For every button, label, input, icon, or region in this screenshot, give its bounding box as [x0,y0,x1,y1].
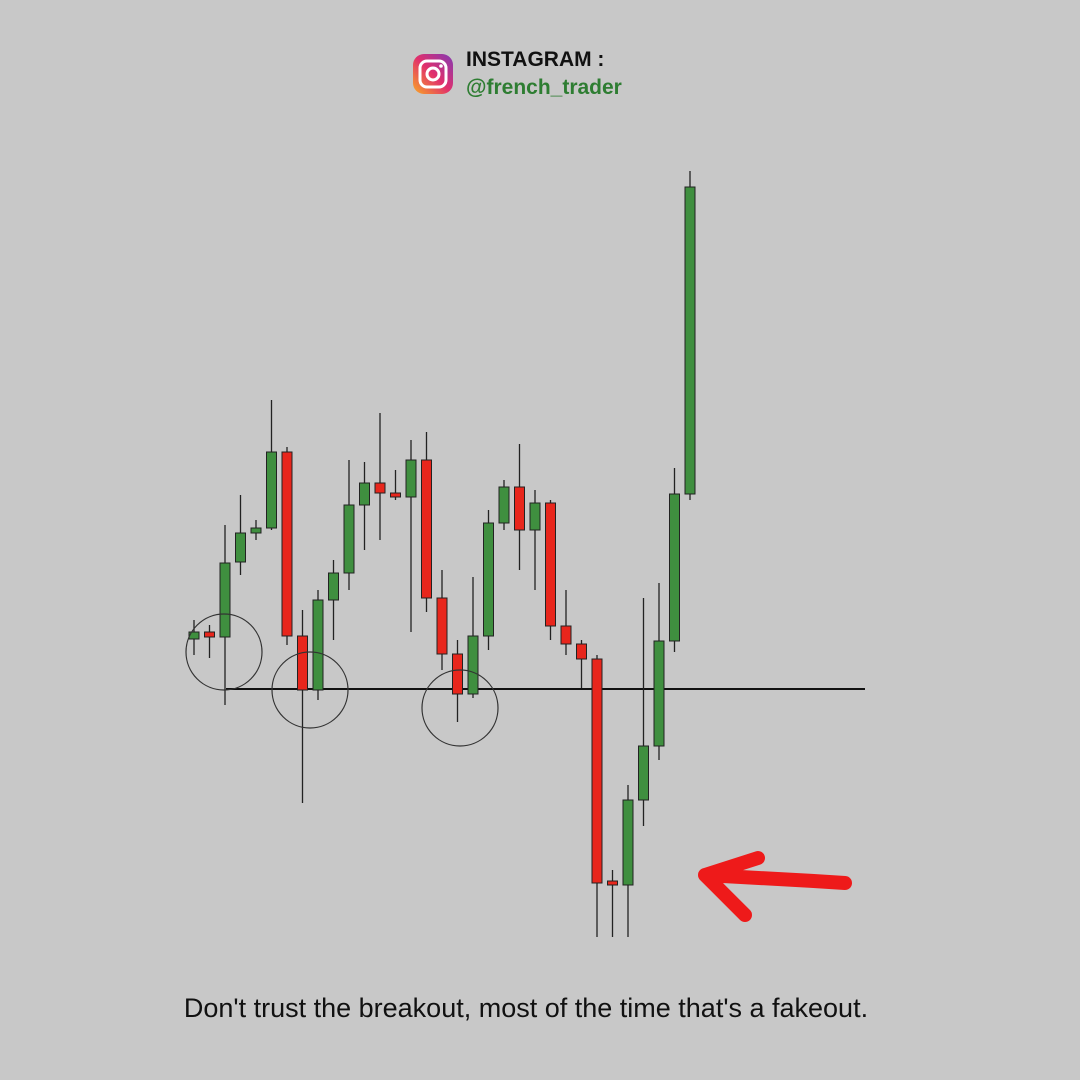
candle-body [560,625,572,645]
candle-body [328,572,339,601]
candle-body [235,532,246,563]
candle-body [514,486,525,531]
candle-body [188,631,200,640]
candle-body [545,502,556,627]
header-title: INSTAGRAM : [466,48,604,71]
candle-body [250,527,262,534]
arrow [698,851,852,922]
header-handle: @french_trader [466,76,622,99]
candle-body [312,599,324,691]
candle-body [467,635,479,695]
annotation-circles [185,613,499,747]
chart [188,171,865,937]
candle-body [359,482,370,506]
candle-body [374,482,386,494]
candle-body [436,597,448,655]
candle-body [483,522,494,637]
instagram-icon [413,54,453,94]
candle-body [281,451,293,637]
candle-body [204,631,215,638]
candle-body [622,799,634,886]
candle-body [219,562,231,638]
candle-body [669,493,680,642]
candle-body [297,635,308,691]
candle-body [498,486,510,524]
candle-body [343,504,355,574]
caption: Don't trust the breakout, most of the ti… [184,993,868,1023]
candle-body [266,451,277,529]
candle-body [390,492,401,498]
candle-body [684,186,696,495]
candle-body [452,653,463,695]
candle-body [607,880,618,886]
candle-body [421,459,432,599]
candle-body [529,502,541,531]
candle-body [576,643,587,660]
candle-body [653,640,665,747]
candle-body [591,658,603,884]
candle-body [638,745,649,801]
candle-body [405,459,417,498]
